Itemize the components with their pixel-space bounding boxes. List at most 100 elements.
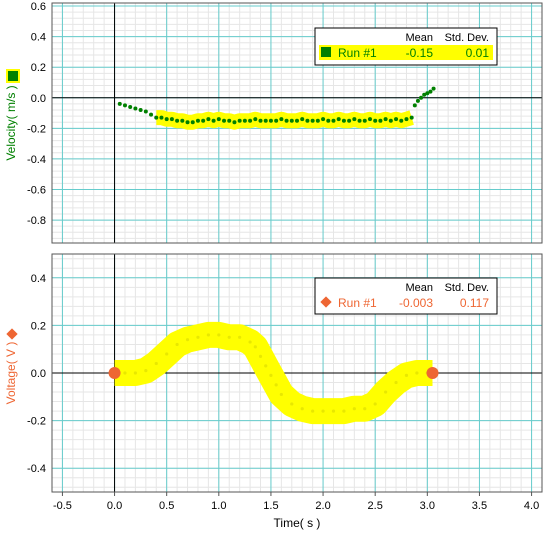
data-point [238, 335, 242, 339]
legend-std-value: 0.117 [460, 296, 489, 310]
x-tick-label: 2.0 [315, 500, 330, 512]
data-point [352, 117, 357, 122]
x-tick-label: 3.0 [420, 500, 435, 512]
legend-mean-value: -0.15 [406, 46, 434, 60]
data-point [169, 117, 174, 122]
legend-mean-value: -0.003 [399, 296, 433, 310]
data-point [412, 103, 417, 108]
y-tick-label: 0.2 [31, 62, 46, 74]
plot-panel-2: 0.4 0.2 0.0 -0.2 -0.4 -0.5 0.0 0.5 1.0 1.5 2.0 2.5 3… [4, 253, 543, 530]
data-point [217, 333, 221, 337]
legend-header-mean: Mean [405, 32, 433, 44]
data-point [175, 342, 179, 347]
data-point [378, 118, 383, 123]
data-point [404, 117, 409, 122]
data-point [388, 118, 393, 123]
data-point [165, 352, 169, 356]
legend: Mean Std. Dev. Run #1 -0.003 0.117 [314, 277, 498, 315]
endpoint-marker [426, 367, 439, 379]
legend-series-name: Run #1 [338, 296, 377, 310]
data-point [123, 371, 127, 375]
y-tick-label: 0.6 [31, 1, 46, 13]
data-point [242, 118, 247, 123]
legend-header-std: Std. Dev. [445, 282, 489, 294]
y-tick-label: -0.2 [27, 123, 46, 135]
data-point [279, 392, 283, 397]
data-point [342, 409, 346, 413]
data-point [128, 104, 133, 109]
data-point [269, 373, 273, 377]
y-tick-label: 0.2 [31, 320, 46, 332]
data-point [425, 91, 430, 96]
y-tick-label: -0.4 [27, 463, 46, 475]
data-point [422, 92, 427, 97]
y-axis-label: Velocity( m/s ) [4, 85, 18, 160]
data-point [311, 409, 315, 413]
plot-frame [51, 2, 543, 244]
data-point [206, 117, 211, 122]
data-point [399, 118, 404, 123]
plot-panel-1: 0.6 0.4 0.2 0.0 -0.2 -0.4 -0.6 -0.8 Velocity( m/… [4, 1, 543, 244]
x-tick-label: 4.0 [524, 500, 539, 512]
data-point [419, 95, 424, 100]
y-tick-label: 0.4 [31, 273, 46, 285]
axis-series-marker [6, 328, 18, 340]
data-point [159, 115, 164, 120]
data-point [274, 383, 278, 387]
data-point [321, 409, 325, 413]
data-point [180, 118, 185, 123]
legend-row-highlight [319, 45, 493, 60]
data-point [237, 118, 242, 123]
data-point [394, 117, 399, 122]
data-point [164, 117, 169, 122]
y-tick-label: -0.8 [27, 215, 46, 227]
data-point [268, 118, 273, 123]
data-point [216, 117, 221, 122]
data-point [211, 118, 216, 123]
data-point [284, 118, 289, 123]
y-tick-label: 0.4 [31, 32, 46, 44]
data-point [295, 118, 299, 123]
legend-std-value: 0.01 [466, 46, 490, 60]
x-tick-label: 3.5 [472, 500, 487, 512]
data-point [196, 335, 200, 339]
data-point [357, 118, 362, 123]
data-point [367, 117, 372, 122]
data-point [326, 118, 331, 123]
data-point [154, 361, 158, 366]
data-point [185, 120, 190, 125]
plot-frame [51, 253, 543, 493]
data-point [362, 118, 367, 123]
data-point [258, 354, 263, 358]
axis-series-marker [8, 71, 18, 81]
data-point [248, 340, 252, 344]
data-point [248, 118, 253, 123]
data-point [336, 117, 341, 122]
data-point [279, 117, 284, 122]
data-point [290, 402, 294, 406]
data-point [185, 338, 190, 342]
data-point [347, 118, 352, 123]
data-point [144, 369, 148, 373]
data-point [394, 380, 398, 385]
legend-swatch [320, 296, 332, 308]
x-tick-label: -0.5 [53, 500, 72, 512]
data-point [253, 345, 257, 349]
data-point [383, 117, 388, 122]
data-point [258, 118, 263, 123]
data-point [300, 117, 305, 122]
legend-header-std: Std. Dev. [445, 32, 489, 44]
y-tick-label: -0.6 [27, 184, 46, 196]
data-point [352, 407, 356, 411]
data-point [305, 118, 310, 123]
data-point [415, 371, 419, 375]
x-tick-label: 0.0 [107, 500, 122, 512]
data-point [227, 118, 232, 123]
data-point [253, 117, 258, 122]
data-point [331, 409, 336, 413]
data-point [232, 120, 237, 125]
data-point [431, 86, 436, 91]
data-point [384, 390, 388, 394]
data-point [133, 106, 138, 111]
